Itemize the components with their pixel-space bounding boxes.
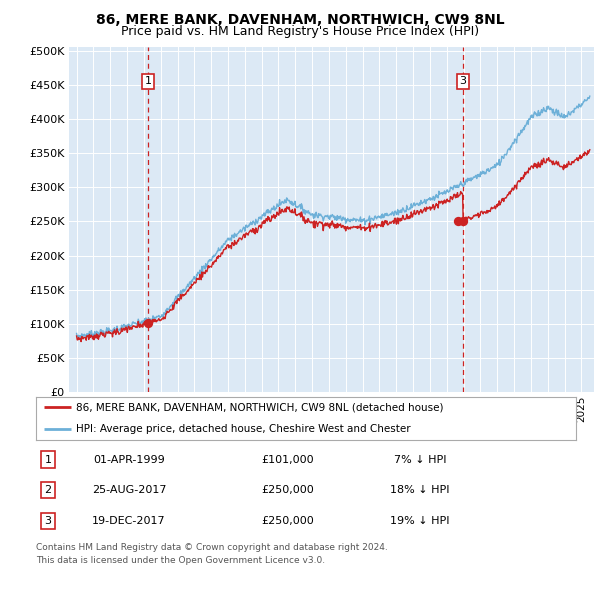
- Text: 19-DEC-2017: 19-DEC-2017: [92, 516, 166, 526]
- Text: £250,000: £250,000: [262, 486, 314, 495]
- Text: 19% ↓ HPI: 19% ↓ HPI: [390, 516, 450, 526]
- Text: 3: 3: [460, 76, 467, 86]
- Text: 86, MERE BANK, DAVENHAM, NORTHWICH, CW9 8NL: 86, MERE BANK, DAVENHAM, NORTHWICH, CW9 …: [95, 13, 505, 27]
- Text: 2: 2: [44, 486, 52, 495]
- Point: [143, 319, 153, 328]
- Text: 1: 1: [44, 455, 52, 464]
- Point: [458, 217, 468, 226]
- Text: 7% ↓ HPI: 7% ↓ HPI: [394, 455, 446, 464]
- Text: £250,000: £250,000: [262, 516, 314, 526]
- Text: £101,000: £101,000: [262, 455, 314, 464]
- Text: 3: 3: [44, 516, 52, 526]
- Text: 01-APR-1999: 01-APR-1999: [93, 455, 165, 464]
- Text: 86, MERE BANK, DAVENHAM, NORTHWICH, CW9 8NL (detached house): 86, MERE BANK, DAVENHAM, NORTHWICH, CW9 …: [77, 402, 444, 412]
- Text: HPI: Average price, detached house, Cheshire West and Chester: HPI: Average price, detached house, Ches…: [77, 424, 411, 434]
- Text: Price paid vs. HM Land Registry's House Price Index (HPI): Price paid vs. HM Land Registry's House …: [121, 25, 479, 38]
- Point: [453, 217, 463, 226]
- Text: Contains HM Land Registry data © Crown copyright and database right 2024.: Contains HM Land Registry data © Crown c…: [36, 543, 388, 552]
- Text: 25-AUG-2017: 25-AUG-2017: [92, 486, 166, 495]
- Text: 1: 1: [145, 76, 152, 86]
- Text: This data is licensed under the Open Government Licence v3.0.: This data is licensed under the Open Gov…: [36, 556, 325, 565]
- Text: 18% ↓ HPI: 18% ↓ HPI: [390, 486, 450, 495]
